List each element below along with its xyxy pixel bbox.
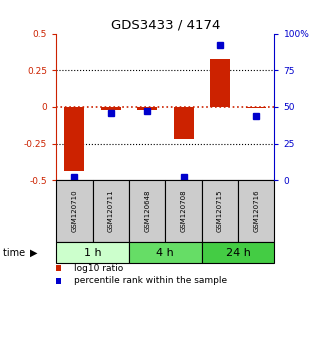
Bar — [173, 107, 194, 139]
Text: GSM120715: GSM120715 — [217, 190, 223, 232]
Bar — [165, 180, 202, 242]
Bar — [202, 242, 274, 263]
Text: 4 h: 4 h — [156, 247, 174, 257]
Text: 24 h: 24 h — [226, 247, 250, 257]
Bar — [246, 107, 266, 108]
Text: GSM120711: GSM120711 — [108, 190, 114, 232]
Bar — [202, 180, 238, 242]
Text: ▶: ▶ — [30, 247, 37, 257]
Bar — [210, 58, 230, 107]
Text: 1 h: 1 h — [84, 247, 101, 257]
Bar — [238, 180, 274, 242]
Bar — [56, 265, 61, 271]
Bar — [56, 180, 92, 242]
Bar — [129, 242, 202, 263]
Bar — [101, 107, 121, 110]
Bar — [129, 180, 165, 242]
Title: GDS3433 / 4174: GDS3433 / 4174 — [111, 18, 220, 31]
Text: percentile rank within the sample: percentile rank within the sample — [74, 276, 227, 285]
Text: GSM120708: GSM120708 — [180, 190, 187, 232]
Bar — [92, 180, 129, 242]
Bar — [56, 242, 129, 263]
Text: time: time — [3, 247, 29, 257]
Text: GSM120648: GSM120648 — [144, 190, 150, 232]
Bar — [137, 107, 157, 110]
Text: GSM120710: GSM120710 — [71, 190, 77, 232]
Text: log10 ratio: log10 ratio — [74, 263, 123, 273]
Bar — [56, 278, 61, 284]
Text: GSM120716: GSM120716 — [253, 190, 259, 232]
Bar — [64, 107, 84, 171]
